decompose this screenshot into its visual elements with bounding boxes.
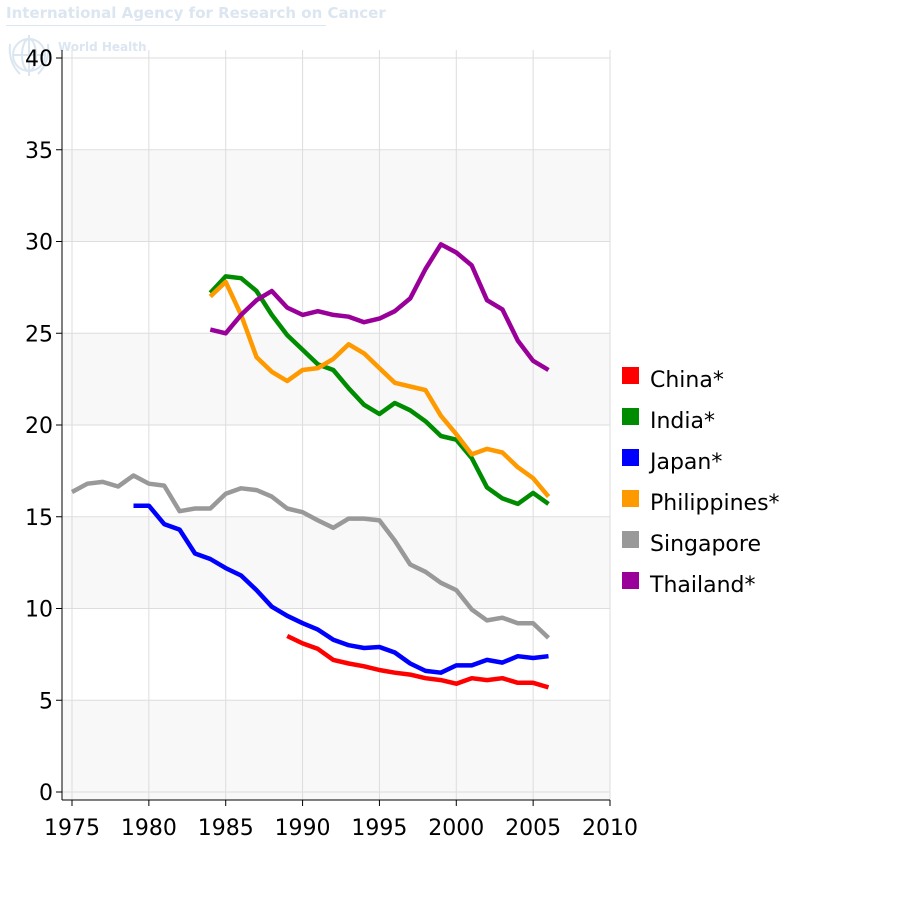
watermark-divider [6,25,326,26]
watermark-who-text: World Health [58,40,147,54]
x-tick-label: 2005 [505,816,561,841]
y-axis-ticks: 0 5 10 15 20 25 30 35 40 [25,47,62,806]
x-tick-label: 1995 [351,816,407,841]
y-tick-label: 35 [25,139,53,164]
y-tick-label: 25 [25,322,53,347]
series-line-india [208,274,550,507]
legend-label: Philippines* [650,491,780,516]
y-tick-label: 40 [25,47,53,72]
legend-swatch [622,367,639,384]
y-tick-label: 30 [25,231,53,256]
legend-swatch [622,449,639,466]
x-tick-label: 2000 [428,816,484,841]
legend-label: India* [650,409,715,434]
legend-label: Japan* [648,450,722,475]
y-tick-label: 5 [39,689,53,714]
x-axis-ticks: 1975 1980 1985 1990 1995 2000 2005 2010 [44,800,638,841]
y-tick-label: 15 [25,506,53,531]
legend-swatch [622,408,639,425]
background-band [62,700,610,800]
y-tick-label: 10 [25,598,53,623]
legend-label: Thailand* [649,573,755,598]
series-line-thailand [209,242,550,372]
series-line-japan [133,503,549,675]
series-line-philippines [208,279,551,499]
watermark-agency-text: International Agency for Research on Can… [6,4,386,22]
background-bands [62,149,610,800]
iarc-watermark: International Agency for Research on Can… [6,2,386,82]
x-tick-label: 2010 [582,816,638,841]
legend-swatch [622,572,639,589]
y-tick-label: 0 [39,781,53,806]
y-tick-label: 20 [25,414,53,439]
legend-swatch [622,531,639,548]
x-tick-label: 1985 [198,816,254,841]
background-band [62,149,610,242]
series-lines [70,242,551,690]
legend-label: China* [650,368,724,393]
legend-swatch [622,490,639,507]
legend-label: Singapore [650,532,761,557]
background-band [62,516,610,609]
legend: China* India* Japan* Philippines* Singapore T… [622,367,780,598]
series-line-singapore [70,473,551,640]
x-tick-label: 1980 [121,816,177,841]
series-line-china [286,633,550,690]
x-tick-label: 1975 [44,816,100,841]
x-tick-label: 1990 [275,816,331,841]
who-emblem-icon [8,35,50,76]
background-band [62,333,610,425]
gridlines [62,50,611,800]
